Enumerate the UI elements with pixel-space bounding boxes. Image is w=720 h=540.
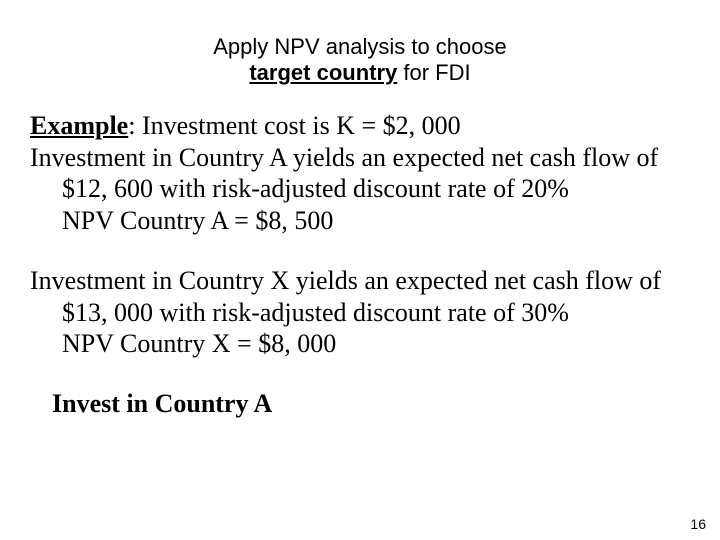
country-x-text: Investment in Country X yields an expect… (30, 266, 661, 327)
slide-title: Apply NPV analysis to choose target coun… (0, 34, 720, 87)
slide: Apply NPV analysis to choose target coun… (0, 0, 720, 540)
example-line: Example: Investment cost is K = $2, 000 … (30, 110, 690, 237)
country-a-text: Investment in Country A yields an expect… (30, 143, 658, 204)
conclusion: Invest in Country A (30, 388, 690, 420)
country-a-paragraph: Investment in Country A yields an expect… (30, 142, 690, 237)
title-line-1: Apply NPV analysis to choose (0, 34, 720, 60)
page-number: 16 (690, 516, 706, 532)
title-emphasis: target country (249, 60, 397, 85)
country-a-npv: NPV Country A = $8, 500 (62, 206, 333, 235)
title-line-2-rest: for FDI (397, 60, 470, 85)
example-label: Example (30, 111, 128, 140)
country-x-npv: NPV Country X = $8, 000 (62, 329, 336, 358)
title-line-2: target country for FDI (0, 60, 720, 86)
example-cost-text: : Investment cost is K = $2, 000 (128, 111, 460, 140)
country-x-paragraph: Investment in Country X yields an expect… (30, 265, 690, 360)
slide-body: Example: Investment cost is K = $2, 000 … (30, 110, 690, 420)
